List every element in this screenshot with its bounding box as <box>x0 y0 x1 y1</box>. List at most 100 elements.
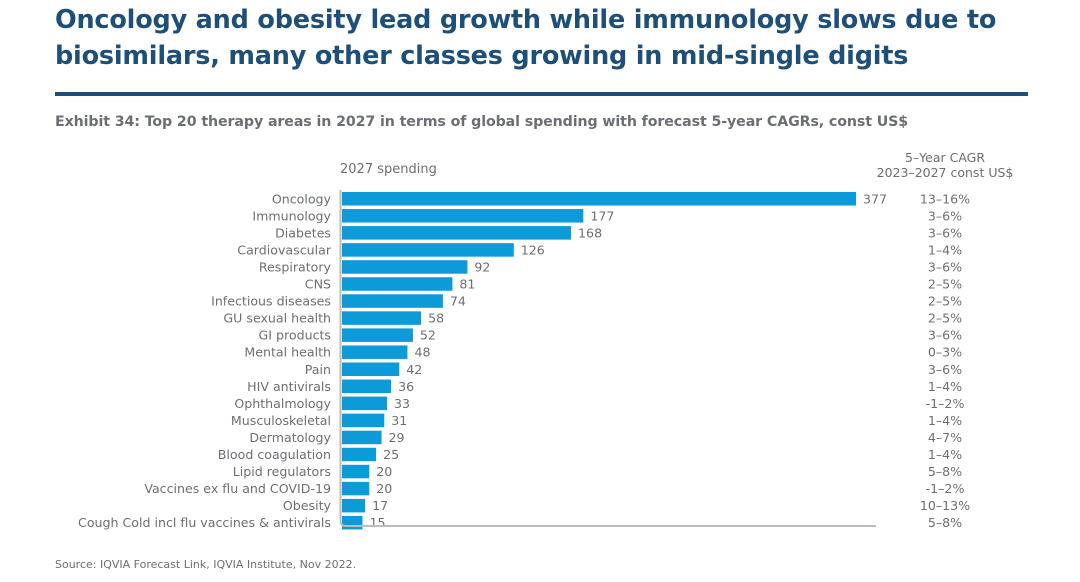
category-label: GI products <box>259 328 331 343</box>
bar-row: Lipid regulators 20 5–8% <box>233 464 962 479</box>
bar <box>342 345 408 359</box>
bar <box>342 277 453 291</box>
value-label: 15 <box>369 515 385 530</box>
category-label: Diabetes <box>275 225 331 240</box>
bar <box>342 481 370 496</box>
category-label: Cough Cold incl flu vaccines & antiviral… <box>78 515 331 530</box>
bar <box>342 328 413 342</box>
bar <box>342 294 443 308</box>
bar-row: CNS 81 2–5% <box>305 277 962 292</box>
cagr-label: 1–4% <box>928 413 962 428</box>
headline: Oncology and obesity lead growth while i… <box>55 5 997 71</box>
category-label: GU sexual health <box>223 311 331 326</box>
value-label: 25 <box>383 447 399 462</box>
exhibit-title: Exhibit 34: Top 20 therapy areas in 2027… <box>55 114 909 130</box>
category-label: Cardiovascular <box>237 242 332 257</box>
category-label: Vaccines ex flu and COVID-19 <box>144 481 331 496</box>
cagr-label: 13–16% <box>920 191 970 206</box>
category-label: HIV antivirals <box>247 379 331 394</box>
value-label: 81 <box>459 277 475 292</box>
value-label: 33 <box>394 396 410 411</box>
cagr-label: -1–2% <box>926 396 965 411</box>
bar-row: Immunology 177 3–6% <box>252 208 962 223</box>
cagr-label: 5–8% <box>928 464 962 479</box>
cagr-header-line1: 5–Year CAGR <box>905 150 985 165</box>
axis-frame <box>339 190 876 527</box>
cagr-label: 1–4% <box>928 242 962 257</box>
bar <box>342 464 370 479</box>
bar-row: GI products 52 3–6% <box>259 328 963 343</box>
cagr-label: 1–4% <box>928 447 962 462</box>
bar <box>342 243 514 257</box>
value-label: 29 <box>389 430 405 445</box>
cagr-label: -1–2% <box>926 481 965 496</box>
bar-row: Obesity 17 10–13% <box>283 498 970 513</box>
bar <box>342 362 400 376</box>
cagr-label: 2–5% <box>928 294 962 309</box>
bar-row: Ophthalmology 33 -1–2% <box>234 396 964 411</box>
bar-row: GU sexual health 58 2–5% <box>223 311 962 326</box>
bar-row: Cough Cold incl flu vaccines & antiviral… <box>78 515 962 530</box>
value-label: 377 <box>863 191 887 206</box>
bar <box>342 413 385 428</box>
category-label: Obesity <box>283 498 332 513</box>
bar <box>342 498 366 513</box>
value-label: 17 <box>372 498 388 513</box>
bar <box>342 515 363 530</box>
value-label: 31 <box>391 413 407 428</box>
bar-row: Cardiovascular 126 1–4% <box>237 242 962 257</box>
bar-row: Dermatology 29 4–7% <box>249 430 962 445</box>
cagr-header-line2: 2023–2027 const US$ <box>877 165 1014 180</box>
bar-row: Diabetes 168 3–6% <box>275 225 962 240</box>
category-label: Oncology <box>272 191 332 206</box>
category-label: Pain <box>305 362 331 377</box>
cagr-label: 10–13% <box>920 498 970 513</box>
value-label: 20 <box>376 464 392 479</box>
value-label: 168 <box>578 225 602 240</box>
bar-row: Oncology 377 13–16% <box>272 191 970 206</box>
bar-row: Musculoskeletal 31 1–4% <box>231 413 962 428</box>
cagr-label: 3–6% <box>928 328 962 343</box>
cagr-label: 0–3% <box>928 345 962 360</box>
cagr-label: 3–6% <box>928 225 962 240</box>
bar <box>342 447 377 462</box>
bar-row: Pain 42 3–6% <box>305 362 962 377</box>
cagr-label: 5–8% <box>928 515 962 530</box>
bar-row: Infectious diseases 74 2–5% <box>211 294 962 309</box>
value-label: 52 <box>420 328 436 343</box>
bar-row: HIV antivirals 36 1–4% <box>247 379 962 394</box>
category-label: Lipid regulators <box>233 464 331 479</box>
category-label: Blood coagulation <box>218 447 331 462</box>
cagr-label: 2–5% <box>928 277 962 292</box>
bar <box>342 311 422 325</box>
value-label: 177 <box>590 208 614 223</box>
category-label: Immunology <box>252 208 331 223</box>
cagr-label: 4–7% <box>928 430 962 445</box>
cagr-label: 3–6% <box>928 259 962 274</box>
bar <box>342 396 387 411</box>
category-label: Respiratory <box>259 259 332 274</box>
bar-row: Vaccines ex flu and COVID-19 20 -1–2% <box>144 481 964 496</box>
source-note: Source: IQVIA Forecast Link, IQVIA Insti… <box>55 558 357 571</box>
bar <box>342 209 584 223</box>
value-label: 126 <box>521 242 545 257</box>
cagr-label: 3–6% <box>928 208 962 223</box>
bar-row: Mental health 48 0–3% <box>244 345 962 360</box>
value-label: 92 <box>474 259 490 274</box>
bar <box>342 430 382 445</box>
value-label: 48 <box>414 345 430 360</box>
value-label: 42 <box>406 362 422 377</box>
category-label: Musculoskeletal <box>231 413 331 428</box>
category-label: Mental health <box>244 345 331 360</box>
value-label: 58 <box>428 311 444 326</box>
value-label: 36 <box>398 379 414 394</box>
bar-row: Blood coagulation 25 1–4% <box>218 447 962 462</box>
cagr-label: 2–5% <box>928 311 962 326</box>
bar <box>342 260 468 274</box>
category-label: CNS <box>305 277 331 292</box>
category-label: Infectious diseases <box>211 294 331 309</box>
bar-row: Respiratory 92 3–6% <box>259 259 962 274</box>
spending-axis-title: 2027 spending <box>340 162 437 177</box>
cagr-label: 3–6% <box>928 362 962 377</box>
